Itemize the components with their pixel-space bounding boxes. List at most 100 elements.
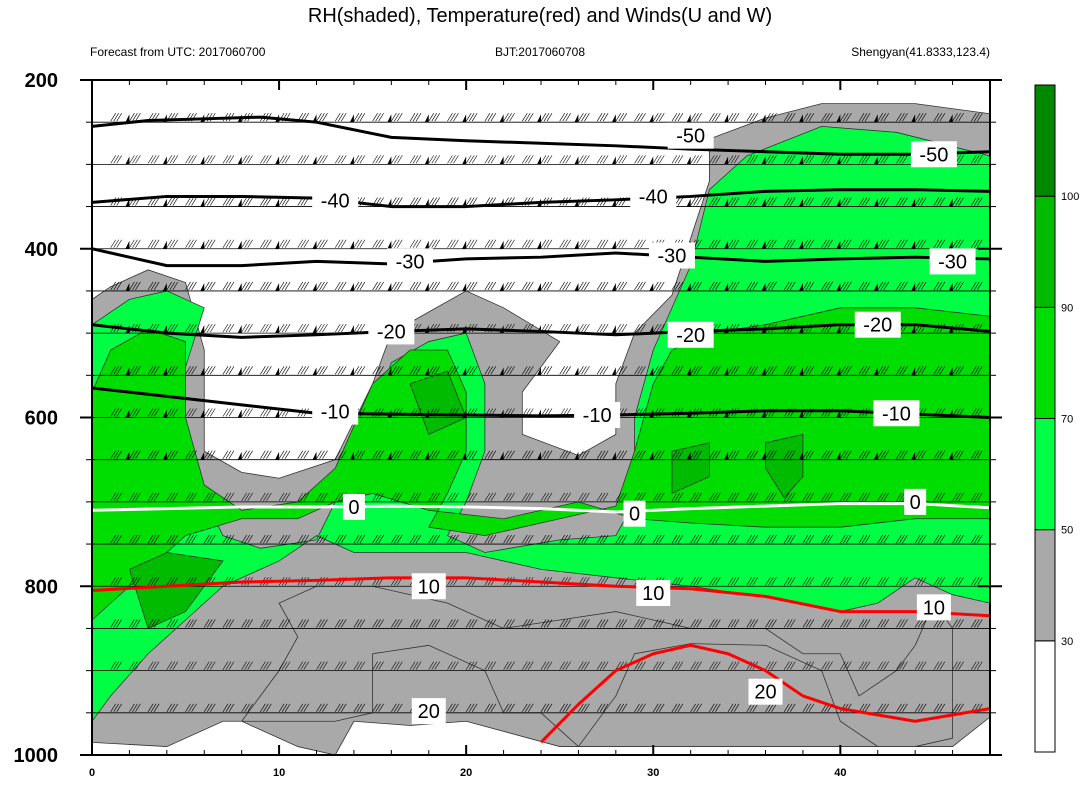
wind-barb <box>169 577 176 586</box>
wind-barb <box>206 703 213 712</box>
wind-barb <box>621 155 628 164</box>
wind-barb <box>877 703 884 712</box>
wind-barb <box>846 492 852 502</box>
wind-barb <box>263 619 269 628</box>
wind-barb <box>266 197 272 206</box>
wind-barb <box>428 281 435 291</box>
wind-barb <box>135 155 141 164</box>
wind-barb <box>522 703 528 712</box>
temp-label-box <box>748 678 783 705</box>
wind-barb <box>394 197 400 206</box>
wind-barb <box>150 577 157 586</box>
wind-barb <box>861 155 868 164</box>
wind-barb <box>247 155 253 164</box>
wind-barb <box>765 239 771 248</box>
wind-barb <box>409 492 416 502</box>
wind-barb <box>599 239 606 248</box>
temp-label-box <box>312 187 359 214</box>
wind-barb <box>297 450 304 459</box>
wind-barb <box>263 281 269 291</box>
wind-barb <box>902 619 908 628</box>
wind-barb <box>263 408 269 417</box>
wind-flag <box>836 114 841 123</box>
temp-contour <box>92 247 990 268</box>
wind-flag <box>162 367 167 376</box>
wind-barb <box>300 323 307 333</box>
wind-flag <box>499 156 504 165</box>
wind-barb <box>971 281 977 291</box>
temp-label-box <box>667 321 714 348</box>
wind-barb <box>434 492 441 502</box>
wind-barb <box>263 450 269 459</box>
wind-barb <box>655 619 662 628</box>
wind-barb <box>447 113 453 122</box>
wind-barb <box>150 450 157 459</box>
wind-barb <box>319 492 325 502</box>
wind-barb <box>147 534 154 544</box>
wind-flag <box>424 367 429 376</box>
wind-barb <box>733 450 740 459</box>
wind-barb <box>858 366 865 375</box>
wind-barb <box>263 534 269 544</box>
wind-barb <box>840 661 846 670</box>
colorbar-swatch <box>1034 84 1056 197</box>
wind-barb <box>503 366 509 375</box>
wind-barb <box>225 155 232 164</box>
wind-barb <box>877 113 884 122</box>
wind-barb <box>730 619 737 628</box>
wind-barb <box>525 450 531 459</box>
wind-barb <box>971 577 977 586</box>
wind-barb <box>602 619 609 628</box>
wind-barb <box>334 281 341 291</box>
wind-barb <box>447 450 453 459</box>
wind-barb <box>752 113 759 122</box>
wind-barb <box>222 366 229 375</box>
wind-barb <box>864 534 871 544</box>
wind-barb <box>356 155 363 164</box>
wind-barb <box>394 281 400 291</box>
wind-barb <box>637 450 643 459</box>
wind-barb <box>135 281 141 291</box>
wind-barb <box>640 661 646 670</box>
wind-barb <box>621 450 628 459</box>
wind-barb <box>749 619 756 628</box>
wind-barb <box>808 661 815 670</box>
wind-barb <box>977 113 983 122</box>
wind-barb <box>715 492 721 502</box>
wind-barb <box>827 113 833 122</box>
wind-barb <box>375 366 381 375</box>
wind-barb <box>356 450 363 459</box>
wind-barb <box>696 113 702 122</box>
wind-barb <box>150 703 157 712</box>
wind-barb <box>431 492 438 502</box>
wind-barb <box>783 619 790 628</box>
station-label: Shengyan(41.8333,123.4) <box>851 45 990 59</box>
wind-barb <box>640 619 646 628</box>
wind-barb <box>783 577 790 586</box>
wind-barb <box>559 534 565 544</box>
wind-barb <box>188 619 194 628</box>
wind-barb <box>846 197 852 206</box>
wind-flag <box>873 282 878 291</box>
wind-flag <box>798 451 803 460</box>
wind-flag <box>911 114 916 123</box>
wind-barb <box>113 239 119 248</box>
wind-barb <box>278 323 285 333</box>
wind-barb <box>166 534 173 544</box>
wind-barb <box>378 155 384 164</box>
wind-barb <box>936 703 943 712</box>
wind-flag <box>761 240 766 249</box>
wind-barb <box>858 155 865 164</box>
wind-barb <box>278 239 285 248</box>
wind-barb <box>540 155 547 164</box>
wind-barb <box>169 323 176 333</box>
wind-barb <box>864 113 871 122</box>
wind-barb <box>316 366 322 375</box>
wind-barb <box>278 197 285 206</box>
wind-barb <box>581 661 587 670</box>
wind-barb <box>244 661 250 670</box>
wind-barb <box>185 197 191 206</box>
wind-barb <box>434 450 441 459</box>
wind-barb <box>303 661 310 670</box>
